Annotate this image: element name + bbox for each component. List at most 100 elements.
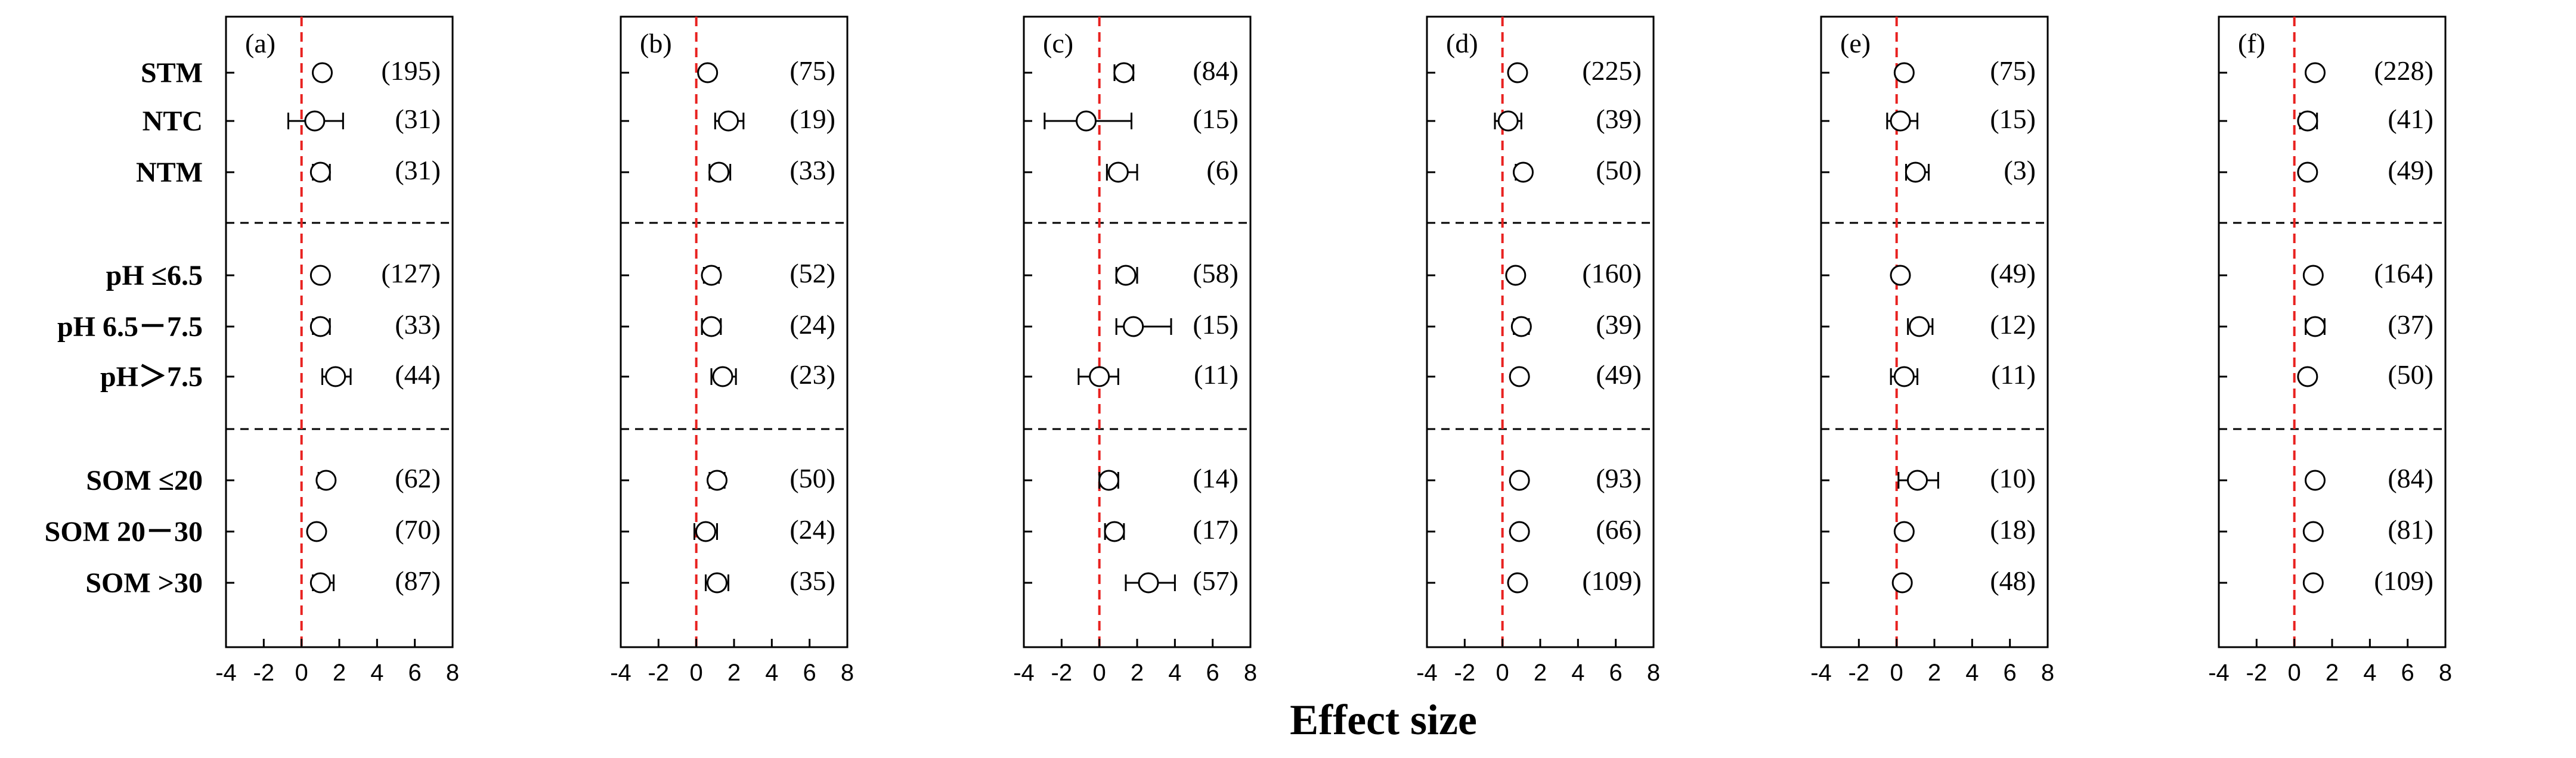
- effect-point: [309, 572, 331, 594]
- x-tick-label: 0: [2288, 660, 2301, 686]
- panel-label: (f): [2238, 28, 2265, 58]
- sample-size-label: (49): [1596, 359, 1642, 390]
- sample-size-label: (81): [2388, 514, 2433, 545]
- sample-size-label: (50): [789, 463, 835, 493]
- row-label: pH 6.5－7.5: [57, 311, 203, 343]
- sample-size-label: (18): [1990, 514, 2036, 545]
- x-tick-label: -4: [1416, 660, 1438, 686]
- sample-size-label: (49): [2388, 155, 2433, 185]
- panel-label: (d): [1446, 28, 1478, 58]
- row-label: SOM >30: [85, 567, 203, 599]
- effect-point: [1909, 316, 1930, 337]
- sample-size-label: (48): [1990, 566, 2036, 596]
- x-tick-label: 8: [1244, 660, 1257, 686]
- effect-point: [701, 316, 722, 337]
- sample-size-label: (15): [1193, 104, 1239, 134]
- x-tick-label: 4: [1168, 660, 1181, 686]
- sample-size-label: (24): [789, 309, 835, 340]
- effect-point: [1509, 470, 1530, 491]
- effect-point: [2302, 572, 2324, 594]
- x-tick-label: -2: [2246, 660, 2268, 686]
- sample-size-label: (39): [1596, 104, 1642, 134]
- x-tick-label: 4: [1965, 660, 1979, 686]
- sample-size-label: (70): [395, 514, 441, 545]
- panel: -4 -2 0 2 4 6 8 (d) (225) (39) (50) (160) (39) (49) (9…: [1416, 15, 1660, 686]
- x-tick-label: 6: [803, 660, 816, 686]
- row-label: NTC: [143, 105, 203, 137]
- x-tick-label: 4: [2363, 660, 2376, 686]
- sample-size-label: (3): [2004, 155, 2036, 185]
- effect-point: [1510, 316, 1532, 337]
- x-tick-label: -4: [1013, 660, 1035, 686]
- sample-size-label: (15): [1193, 309, 1239, 340]
- x-tick-label: 2: [2326, 660, 2339, 686]
- x-tick-label: 8: [1647, 660, 1660, 686]
- x-tick-label: -2: [253, 660, 275, 686]
- effect-point: [701, 265, 722, 286]
- effect-point: [1893, 62, 1915, 83]
- x-tick-label: 2: [1928, 660, 1941, 686]
- effect-point: [1104, 521, 1125, 542]
- x-tick-label: 8: [2041, 660, 2054, 686]
- sample-size-label: (44): [395, 359, 441, 390]
- sample-size-label: (33): [395, 309, 441, 340]
- x-tick-label: 4: [370, 660, 383, 686]
- effect-point: [695, 521, 716, 542]
- effect-point: [1513, 161, 1534, 183]
- x-tick-label: 8: [2439, 660, 2452, 686]
- sample-size-label: (57): [1193, 566, 1239, 596]
- sample-size-label: (58): [1193, 258, 1239, 288]
- x-tick-label: 0: [295, 660, 308, 686]
- x-tick-label: -4: [610, 660, 631, 686]
- panel-label: (a): [245, 28, 275, 58]
- x-tick-label: 4: [1571, 660, 1584, 686]
- sample-size-label: (41): [2388, 104, 2433, 134]
- sample-size-label: (39): [1596, 309, 1642, 340]
- x-tick-label: 2: [1131, 660, 1144, 686]
- effect-point: [1505, 265, 1527, 286]
- effect-point: [309, 161, 331, 183]
- effect-point: [2305, 62, 2326, 83]
- sample-size-label: (195): [381, 55, 441, 86]
- sample-size-label: (24): [789, 514, 835, 545]
- panel-label: (e): [1840, 28, 1871, 58]
- sample-size-label: (12): [1990, 309, 2036, 340]
- sample-size-label: (52): [789, 258, 835, 288]
- effect-point: [708, 161, 730, 183]
- row-label: SOM 20－30: [45, 516, 203, 548]
- sample-size-label: (84): [2388, 463, 2433, 493]
- panel-label: (b): [640, 28, 672, 58]
- x-tick-label: 0: [690, 660, 703, 686]
- row-label: pH＞7.5: [100, 361, 203, 393]
- x-tick-label: 2: [333, 660, 346, 686]
- effect-point: [707, 470, 727, 491]
- effect-point: [1113, 62, 1135, 83]
- effect-point: [1509, 521, 1530, 542]
- x-tick-label: 4: [765, 660, 778, 686]
- x-tick-label: -2: [1454, 660, 1476, 686]
- effect-point: [306, 521, 327, 542]
- x-tick-label: -2: [1849, 660, 1870, 686]
- sample-size-label: (49): [1990, 258, 2036, 288]
- sample-size-label: (10): [1990, 463, 2036, 493]
- effect-point: [2302, 265, 2324, 286]
- effect-point: [1509, 366, 1530, 387]
- sample-size-label: (66): [1596, 514, 1642, 545]
- x-tick-label: 2: [727, 660, 741, 686]
- effect-point: [1076, 110, 1097, 132]
- effect-point: [1907, 470, 1928, 491]
- effect-point: [1115, 265, 1137, 286]
- x-axis-title: Effect size: [1290, 696, 1477, 744]
- panel: -4 -2 0 2 4 6 8 (b) (75) (19) (33) (52) (24) (23) (50)…: [610, 15, 854, 686]
- effect-point: [2305, 470, 2326, 491]
- sample-size-label: (75): [789, 55, 835, 86]
- effect-point: [718, 110, 739, 132]
- panel: -4 -2 0 2 4 6 8 (a) (195) (31) (31) (127) (33) (44) (6…: [215, 15, 459, 686]
- sample-size-label: (19): [789, 104, 835, 134]
- sample-size-label: (109): [1582, 566, 1642, 596]
- sample-size-label: (31): [395, 104, 441, 134]
- sample-size-label: (62): [395, 463, 441, 493]
- effect-point: [1507, 62, 1528, 83]
- sample-size-label: (160): [1582, 258, 1642, 288]
- x-tick-label: 6: [1609, 660, 1623, 686]
